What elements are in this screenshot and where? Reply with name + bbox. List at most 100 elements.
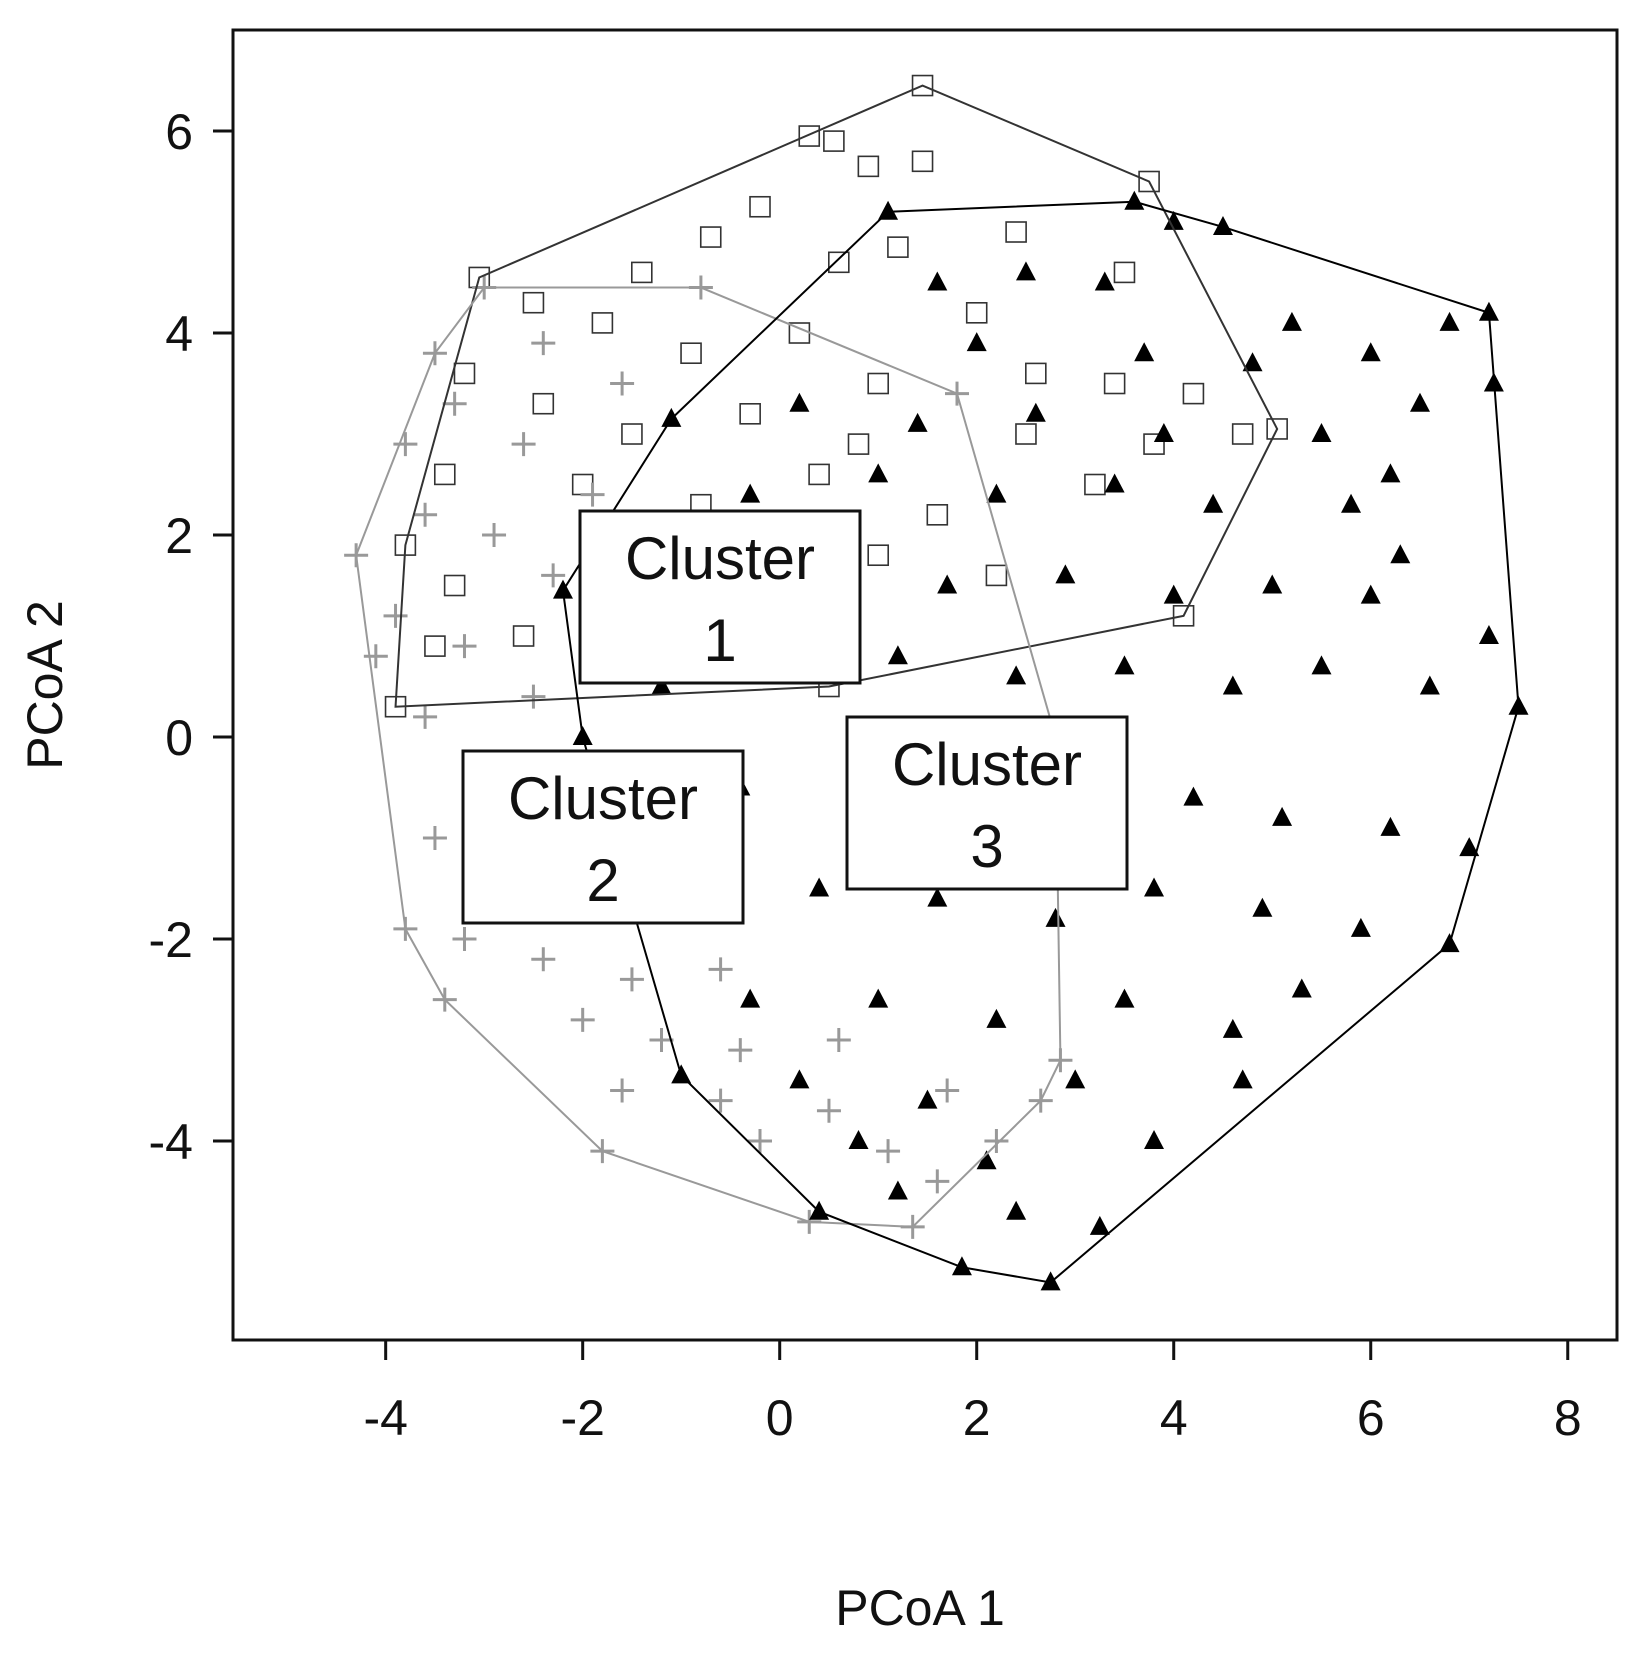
point — [1114, 655, 1135, 675]
point — [808, 463, 830, 486]
point — [868, 463, 889, 483]
y-axis-label: PCoA 2 — [17, 600, 73, 770]
point — [740, 483, 761, 503]
point — [1232, 1069, 1253, 1089]
point — [1380, 463, 1401, 483]
point — [917, 1089, 938, 1109]
point — [482, 523, 507, 548]
point — [1459, 837, 1480, 857]
point — [1006, 665, 1027, 685]
point — [619, 967, 644, 992]
point — [1311, 423, 1332, 443]
convex-hull — [355, 286, 1062, 1228]
point — [413, 704, 438, 729]
point — [1025, 362, 1047, 385]
x-axis-label: PCoA 1 — [835, 1580, 1005, 1636]
x-tick-label: 0 — [766, 1390, 794, 1446]
point — [1114, 988, 1135, 1008]
point — [541, 563, 566, 588]
plot-frame — [231, 28, 1619, 1342]
point — [422, 826, 447, 851]
point — [1203, 493, 1224, 513]
point — [868, 988, 889, 1008]
point — [571, 473, 594, 496]
point — [512, 625, 535, 647]
y-tick-label: -2 — [149, 912, 193, 968]
point — [1163, 584, 1184, 604]
point — [1341, 493, 1362, 513]
point — [1144, 1130, 1165, 1150]
point — [452, 634, 477, 659]
point — [1025, 402, 1046, 422]
point — [1113, 261, 1136, 284]
point — [1065, 1069, 1086, 1089]
cluster-label-box — [461, 749, 745, 925]
cluster-label: Cluster 3 — [892, 731, 1082, 880]
point — [1390, 544, 1411, 564]
point — [1222, 675, 1243, 695]
point — [522, 291, 545, 314]
point — [1231, 423, 1254, 445]
point — [926, 504, 949, 526]
point — [383, 603, 408, 628]
point — [887, 1180, 908, 1200]
point — [511, 432, 536, 457]
point — [1183, 786, 1204, 806]
point — [1262, 574, 1283, 594]
point — [876, 1139, 901, 1164]
point — [986, 483, 1007, 503]
point — [789, 1069, 810, 1089]
point — [1439, 311, 1460, 331]
x-tick-label: 8 — [1554, 1390, 1582, 1446]
point — [927, 887, 948, 907]
point — [1212, 215, 1233, 235]
point — [878, 200, 899, 220]
point — [985, 564, 1008, 587]
point — [580, 482, 605, 507]
point — [521, 684, 546, 709]
point — [1015, 423, 1037, 445]
point — [728, 1038, 753, 1063]
point — [393, 432, 418, 457]
x-tick-label: -2 — [560, 1390, 604, 1446]
point — [610, 371, 635, 396]
point — [630, 261, 653, 284]
point — [749, 195, 771, 218]
point — [857, 155, 880, 178]
point — [848, 1130, 869, 1150]
point — [452, 927, 477, 952]
point — [927, 271, 948, 291]
y-tick-label: 6 — [165, 104, 193, 160]
point — [826, 1028, 851, 1053]
point — [1360, 584, 1381, 604]
point — [699, 226, 722, 248]
point — [433, 463, 456, 486]
point — [443, 574, 466, 597]
point — [1124, 190, 1145, 210]
x-tick-label: 2 — [963, 1390, 991, 1446]
point — [1360, 342, 1381, 362]
point — [823, 130, 845, 152]
point — [570, 1007, 595, 1032]
point — [1281, 311, 1302, 331]
point — [847, 433, 870, 455]
point — [1103, 372, 1126, 395]
point — [966, 332, 987, 352]
y-tick-label: -4 — [149, 1114, 193, 1170]
y-tick-label: 4 — [165, 306, 193, 362]
point — [1272, 806, 1293, 826]
point — [1045, 907, 1066, 927]
convex-hull — [394, 84, 1279, 708]
point — [413, 502, 438, 527]
x-tick-label: 6 — [1357, 1390, 1385, 1446]
point — [1291, 978, 1312, 998]
cluster-label-box — [578, 509, 862, 685]
x-tick-label: -4 — [363, 1390, 407, 1446]
point — [680, 342, 702, 365]
point — [867, 544, 890, 567]
point — [748, 1129, 773, 1154]
point — [867, 372, 890, 395]
point — [1005, 221, 1027, 243]
point — [1163, 210, 1184, 230]
